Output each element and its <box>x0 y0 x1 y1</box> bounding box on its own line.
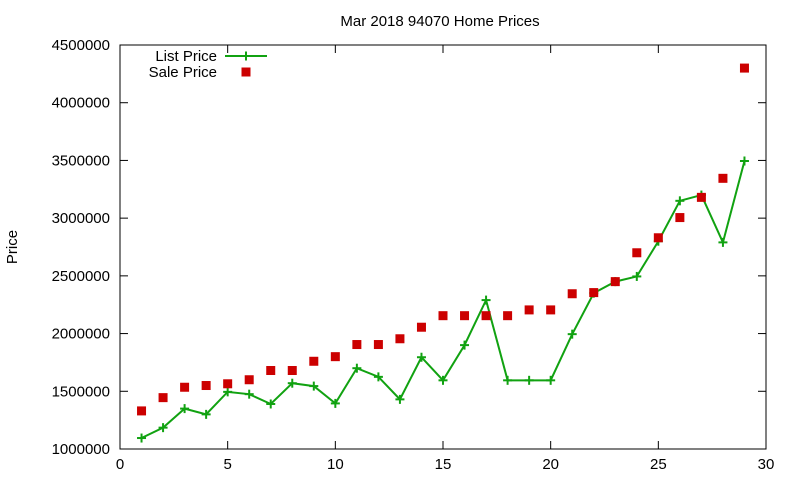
x-tick-label: 20 <box>542 456 559 473</box>
plot-area: 0 5 10 15 20 25 30 1000000 1500000 2000000 2500000… <box>52 37 775 473</box>
list-price-point <box>137 433 147 443</box>
list-price-point <box>675 196 685 206</box>
sale-price-point <box>460 311 470 321</box>
list-price-point <box>567 329 577 339</box>
x-tick-label: 15 <box>435 456 452 473</box>
sale-price-point <box>438 311 448 321</box>
sale-price-point <box>373 340 383 350</box>
sale-price-point <box>223 379 233 389</box>
list-price-point <box>503 375 513 385</box>
list-price-point <box>395 394 405 404</box>
sale-price-point <box>567 289 577 299</box>
list-price-point <box>309 381 319 391</box>
sale-price-point <box>589 288 599 298</box>
list-price-point <box>481 295 491 305</box>
legend-label-sale-price: Sale Price <box>149 64 217 81</box>
sale-price-point <box>201 381 211 391</box>
list-price-point <box>244 389 254 399</box>
y-axis-label: Price <box>4 230 21 264</box>
sale-price-point <box>158 393 168 403</box>
list-price-point <box>546 375 556 385</box>
list-price-point <box>223 387 233 397</box>
x-tick-label: 25 <box>650 456 667 473</box>
sale-price-point <box>395 334 405 344</box>
sale-price-point <box>309 356 319 366</box>
y-tick-label: 4000000 <box>52 95 110 112</box>
y-tick-label: 2500000 <box>52 268 110 285</box>
chart-title: Mar 2018 94070 Home Prices <box>340 13 539 30</box>
list-price-point <box>180 404 190 414</box>
sale-price-point <box>696 192 706 202</box>
y-tick-label: 2000000 <box>52 326 110 343</box>
list-price-line <box>141 160 746 439</box>
sale-price-point <box>266 366 276 376</box>
x-tick-label: 0 <box>116 456 124 473</box>
legend-marker-sale-price <box>241 67 251 77</box>
list-price-point <box>416 352 426 362</box>
sale-price-point <box>546 305 556 315</box>
sale-price-point <box>718 173 728 183</box>
x-tick-label: 10 <box>327 456 344 473</box>
list-price-point <box>373 372 383 382</box>
y-tick-label: 4500000 <box>52 37 110 54</box>
list-price-point <box>158 423 168 433</box>
list-price-point <box>524 375 534 385</box>
sale-price-point <box>632 248 642 258</box>
y-tick-label: 3500000 <box>52 152 110 169</box>
sale-price-point <box>675 213 685 223</box>
sale-price-point <box>180 382 190 392</box>
legend-label-list-price: List Price <box>155 48 217 65</box>
list-price-point <box>352 363 362 373</box>
list-price-point <box>739 156 749 166</box>
sale-price-point <box>610 277 620 287</box>
list-price-point <box>287 378 297 388</box>
legend-marker-list-price <box>241 51 251 61</box>
y-tick-label: 1000000 <box>52 441 110 458</box>
list-price-point <box>438 375 448 385</box>
list-price-point <box>201 409 211 419</box>
x-tick-label: 5 <box>223 456 231 473</box>
sale-price-point <box>137 406 147 416</box>
sale-price-point <box>739 63 749 73</box>
list-price-point <box>632 271 642 281</box>
sale-price-point <box>416 322 426 332</box>
sale-price-point <box>287 366 297 376</box>
sale-price-point <box>653 233 663 243</box>
sale-price-point <box>503 311 513 321</box>
list-price-point <box>330 398 340 408</box>
sale-price-point <box>352 340 362 350</box>
x-tick-label: 30 <box>758 456 775 473</box>
list-price-point <box>718 237 728 247</box>
plot-frame <box>119 44 767 450</box>
y-tick-label: 1500000 <box>52 383 110 400</box>
list-price-point <box>460 340 470 350</box>
sale-price-point <box>244 375 254 385</box>
list-price-point <box>266 399 276 409</box>
sale-price-point <box>481 311 491 321</box>
y-tick-label: 3000000 <box>52 210 110 227</box>
sale-price-point <box>524 305 534 315</box>
sale-price-point <box>330 352 340 362</box>
